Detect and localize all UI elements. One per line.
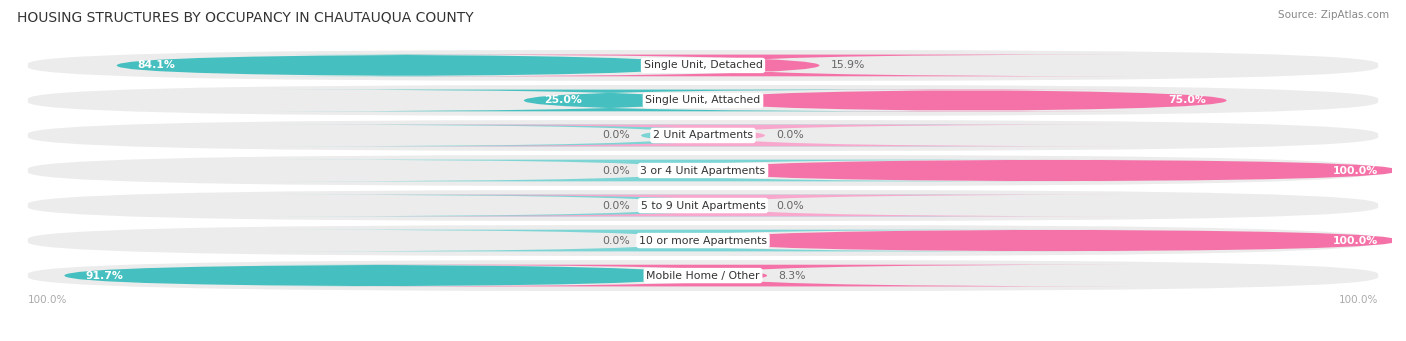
FancyBboxPatch shape [269,90,950,111]
FancyBboxPatch shape [269,230,1069,251]
FancyBboxPatch shape [337,195,1137,217]
Text: 91.7%: 91.7% [84,270,122,281]
Text: 100.0%: 100.0% [28,295,67,305]
FancyBboxPatch shape [269,195,1069,217]
Text: 0.0%: 0.0% [602,201,630,210]
FancyBboxPatch shape [28,155,1378,186]
Text: 75.0%: 75.0% [1168,95,1206,105]
FancyBboxPatch shape [710,160,1399,181]
Text: Mobile Home / Other: Mobile Home / Other [647,270,759,281]
Text: Single Unit, Detached: Single Unit, Detached [644,60,762,71]
Text: Single Unit, Attached: Single Unit, Attached [645,95,761,105]
FancyBboxPatch shape [269,160,1069,181]
FancyBboxPatch shape [28,190,1378,221]
Text: 15.9%: 15.9% [831,60,865,71]
Text: 25.0%: 25.0% [544,95,582,105]
Text: 100.0%: 100.0% [1333,165,1378,176]
FancyBboxPatch shape [28,85,1378,116]
FancyBboxPatch shape [28,260,1378,291]
Text: 5 to 9 Unit Apartments: 5 to 9 Unit Apartments [641,201,765,210]
Text: HOUSING STRUCTURES BY OCCUPANCY IN CHAUTAUQUA COUNTY: HOUSING STRUCTURES BY OCCUPANCY IN CHAUT… [17,10,474,24]
FancyBboxPatch shape [28,120,1378,151]
FancyBboxPatch shape [392,55,1137,76]
Text: 2 Unit Apartments: 2 Unit Apartments [652,131,754,140]
FancyBboxPatch shape [269,124,1069,146]
Text: 8.3%: 8.3% [778,270,806,281]
Text: Source: ZipAtlas.com: Source: ZipAtlas.com [1278,10,1389,20]
Text: 0.0%: 0.0% [776,201,804,210]
Text: 100.0%: 100.0% [1333,236,1378,246]
FancyBboxPatch shape [710,90,1226,111]
Legend: Owner-occupied, Renter-occupied: Owner-occupied, Renter-occupied [576,337,830,341]
FancyBboxPatch shape [65,265,696,286]
Text: 10 or more Apartments: 10 or more Apartments [638,236,768,246]
FancyBboxPatch shape [337,124,1137,146]
Text: 0.0%: 0.0% [602,131,630,140]
FancyBboxPatch shape [710,230,1399,251]
Text: 0.0%: 0.0% [602,236,630,246]
Text: 84.1%: 84.1% [138,60,176,71]
Text: 100.0%: 100.0% [1339,295,1378,305]
FancyBboxPatch shape [28,50,1378,81]
Text: 3 or 4 Unit Apartments: 3 or 4 Unit Apartments [641,165,765,176]
FancyBboxPatch shape [28,225,1378,256]
FancyBboxPatch shape [340,265,1137,286]
Text: 0.0%: 0.0% [776,131,804,140]
Text: 0.0%: 0.0% [602,165,630,176]
FancyBboxPatch shape [117,55,696,76]
